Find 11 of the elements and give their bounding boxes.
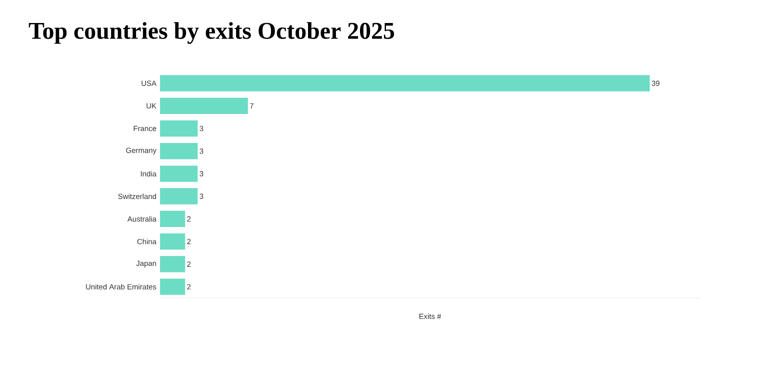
bar (160, 142, 198, 160)
bar (160, 210, 186, 228)
bar (160, 278, 186, 295)
bar (160, 233, 186, 250)
bar (160, 98, 248, 114)
bar (160, 256, 186, 272)
bar (160, 188, 198, 204)
bar (160, 166, 198, 182)
chart-title: Top countries by exits October 2025 (28, 22, 394, 44)
bar (160, 120, 198, 137)
bar (160, 75, 650, 92)
